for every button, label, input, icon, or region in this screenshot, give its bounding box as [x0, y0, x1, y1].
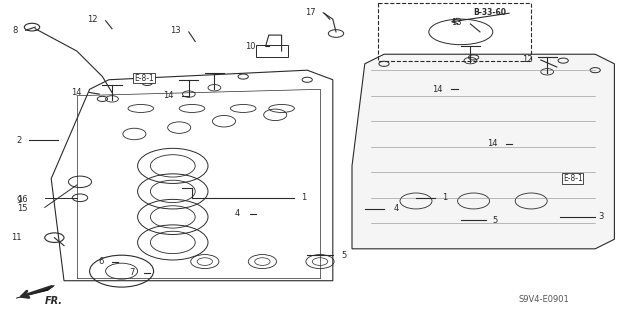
- Text: 8: 8: [12, 26, 17, 35]
- Text: 5: 5: [342, 251, 347, 260]
- Text: 6: 6: [99, 257, 104, 266]
- Text: E-8-1: E-8-1: [134, 74, 154, 83]
- Polygon shape: [16, 286, 54, 298]
- Text: 11: 11: [11, 233, 21, 242]
- Bar: [378, 3, 531, 61]
- Text: 9: 9: [17, 197, 22, 205]
- Text: 10: 10: [246, 42, 256, 51]
- Text: 16: 16: [17, 195, 28, 204]
- Text: B-33-60: B-33-60: [474, 8, 507, 17]
- Text: 15: 15: [17, 204, 28, 213]
- Text: 12: 12: [522, 55, 532, 63]
- Text: S9V4-E0901: S9V4-E0901: [518, 295, 569, 304]
- Text: E-8-1: E-8-1: [563, 174, 582, 183]
- Text: 4: 4: [235, 209, 240, 218]
- Bar: [256, 45, 288, 57]
- Text: 4: 4: [394, 204, 399, 213]
- Text: 3: 3: [598, 212, 604, 221]
- Text: 13: 13: [170, 26, 180, 35]
- Text: 5: 5: [493, 216, 498, 225]
- Text: 14: 14: [487, 139, 497, 148]
- Text: FR.: FR.: [45, 296, 63, 307]
- Text: 2: 2: [17, 136, 22, 145]
- Text: 7: 7: [129, 268, 134, 277]
- Text: 13: 13: [451, 19, 462, 27]
- Text: 14: 14: [164, 91, 174, 100]
- Text: 12: 12: [87, 15, 97, 24]
- Text: 1: 1: [301, 193, 306, 202]
- Text: 14: 14: [433, 85, 443, 94]
- Text: 1: 1: [442, 193, 447, 202]
- Text: 17: 17: [305, 8, 316, 17]
- Polygon shape: [352, 54, 614, 249]
- Text: 14: 14: [71, 88, 81, 97]
